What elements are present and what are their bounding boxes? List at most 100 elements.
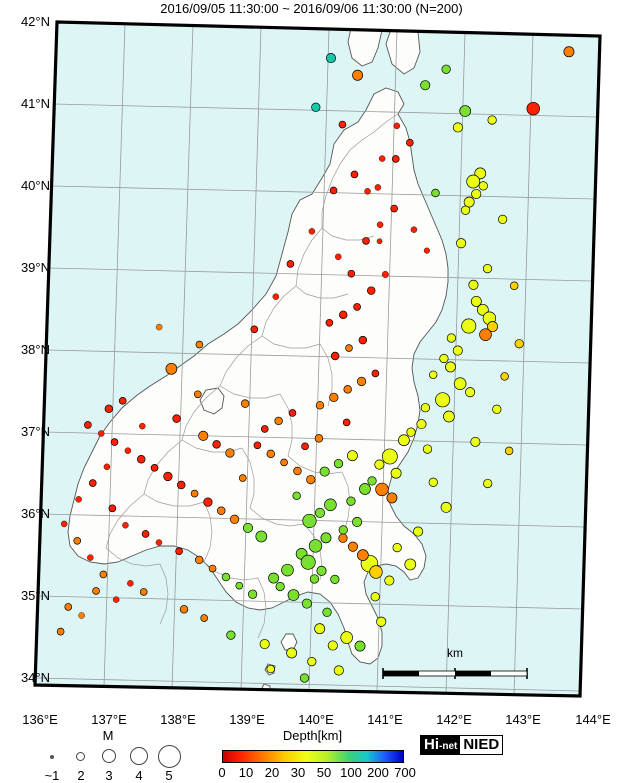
epicenter-marker[interactable] [347, 541, 358, 552]
epicenter-marker[interactable] [440, 501, 452, 513]
epicenter-marker[interactable] [286, 260, 295, 268]
epicenter-marker[interactable] [498, 214, 508, 225]
epicenter-marker[interactable] [392, 542, 402, 553]
epicenter-marker[interactable] [177, 480, 186, 490]
epicenter-marker[interactable] [353, 303, 361, 311]
epicenter-marker[interactable] [141, 530, 150, 538]
epicenter-marker[interactable] [322, 607, 332, 617]
epicenter-marker[interactable] [406, 427, 416, 437]
epicenter-marker[interactable] [314, 507, 325, 518]
epicenter-marker[interactable] [108, 504, 117, 513]
epicenter-marker[interactable] [200, 614, 208, 622]
epicenter-marker[interactable] [212, 440, 221, 449]
epicenter-marker[interactable] [179, 605, 189, 614]
epicenter-marker[interactable] [118, 397, 127, 405]
epicenter-marker[interactable] [316, 565, 327, 576]
epicenter-marker[interactable] [563, 46, 575, 58]
epicenter-marker[interactable] [346, 496, 356, 506]
epicenter-marker[interactable] [423, 247, 430, 254]
epicenter-marker[interactable] [266, 449, 275, 459]
epicenter-marker[interactable] [288, 409, 297, 417]
epicenter-marker[interactable] [248, 589, 258, 599]
epicenter-marker[interactable] [122, 521, 129, 529]
epicenter-marker[interactable] [391, 155, 400, 163]
epicenter-marker[interactable] [453, 377, 467, 390]
epicenter-marker[interactable] [306, 474, 316, 485]
epicenter-marker[interactable] [487, 115, 497, 125]
epicenter-marker[interactable] [374, 184, 382, 191]
epicenter-marker[interactable] [325, 52, 337, 64]
epicenter-marker[interactable] [300, 554, 316, 570]
epicenter-marker[interactable] [370, 592, 380, 602]
epicenter-marker[interactable] [208, 564, 217, 573]
epicenter-marker[interactable] [275, 581, 285, 592]
epicenter-marker[interactable] [461, 318, 477, 334]
epicenter-marker[interactable] [287, 589, 300, 601]
epicenter-marker[interactable] [343, 385, 352, 394]
epicenter-marker[interactable] [238, 474, 247, 482]
epicenter-marker[interactable] [404, 558, 417, 571]
epicenter-marker[interactable] [320, 532, 332, 544]
epicenter-marker[interactable] [446, 333, 456, 343]
epicenter-marker[interactable] [75, 496, 82, 503]
epicenter-marker[interactable] [413, 526, 424, 537]
epicenter-marker[interactable] [242, 522, 253, 533]
epicenter-marker[interactable] [84, 421, 92, 429]
epicenter-marker[interactable] [362, 237, 370, 245]
epicenter-marker[interactable] [338, 525, 348, 535]
epicenter-marker[interactable] [56, 627, 65, 636]
epicenter-marker[interactable] [452, 345, 463, 356]
epicenter-marker[interactable] [390, 204, 399, 213]
epicenter-marker[interactable] [358, 335, 368, 345]
epicenter-marker[interactable] [479, 328, 492, 341]
epicenter-marker[interactable] [87, 554, 94, 561]
epicenter-marker[interactable] [163, 471, 173, 482]
epicenter-marker[interactable] [112, 596, 120, 603]
epicenter-marker[interactable] [504, 446, 514, 456]
epicenter-marker[interactable] [374, 459, 385, 470]
epicenter-marker[interactable] [487, 321, 498, 333]
epicenter-marker[interactable] [410, 226, 418, 233]
epicenter-marker[interactable] [137, 455, 146, 464]
epicenter-marker[interactable] [319, 466, 330, 477]
epicenter-marker[interactable] [327, 640, 338, 651]
epicenter-marker[interactable] [335, 253, 342, 261]
epicenter-marker[interactable] [329, 392, 339, 402]
epicenter-marker[interactable] [301, 442, 309, 451]
epicenter-marker[interactable] [330, 351, 340, 361]
epicenter-marker[interactable] [308, 228, 316, 235]
epicenter-marker[interactable] [195, 340, 204, 349]
epicenter-marker[interactable] [342, 418, 351, 427]
epicenter-marker[interactable] [463, 196, 475, 208]
epicenter-marker[interactable] [470, 436, 481, 447]
epicenter-marker[interactable] [253, 441, 262, 450]
epicenter-marker[interactable] [198, 430, 209, 441]
epicenter-marker[interactable] [420, 80, 431, 91]
epicenter-marker[interactable] [422, 444, 433, 454]
epicenter-marker[interactable] [190, 489, 199, 498]
epicenter-marker[interactable] [477, 303, 489, 316]
epicenter-marker[interactable] [226, 630, 236, 640]
epicenter-marker[interactable] [352, 69, 364, 81]
epicenter-marker[interactable] [314, 434, 324, 443]
epicenter-marker[interactable] [329, 186, 338, 195]
epicenter-marker[interactable] [452, 122, 463, 133]
epicenter-marker[interactable] [127, 580, 134, 587]
epicenter-marker[interactable] [465, 387, 476, 398]
epicenter-marker[interactable] [416, 419, 427, 430]
epicenter-marker[interactable] [268, 572, 280, 584]
epicenter-marker[interactable] [470, 295, 482, 307]
epicenter-marker[interactable] [431, 188, 440, 198]
epicenter-marker[interactable] [378, 155, 386, 162]
epicenter-marker[interactable] [367, 476, 377, 486]
epicenter-marker[interactable] [60, 520, 68, 528]
epicenter-marker[interactable] [376, 616, 387, 627]
epicenter-marker[interactable] [441, 64, 451, 74]
epicenter-marker[interactable] [459, 105, 472, 117]
epicenter-marker[interactable] [478, 181, 488, 191]
epicenter-marker[interactable] [255, 530, 268, 543]
epicenter-marker[interactable] [366, 286, 376, 295]
epicenter-marker[interactable] [172, 414, 181, 423]
epicenter-marker[interactable] [240, 399, 250, 408]
epicenter-marker[interactable] [272, 293, 280, 300]
